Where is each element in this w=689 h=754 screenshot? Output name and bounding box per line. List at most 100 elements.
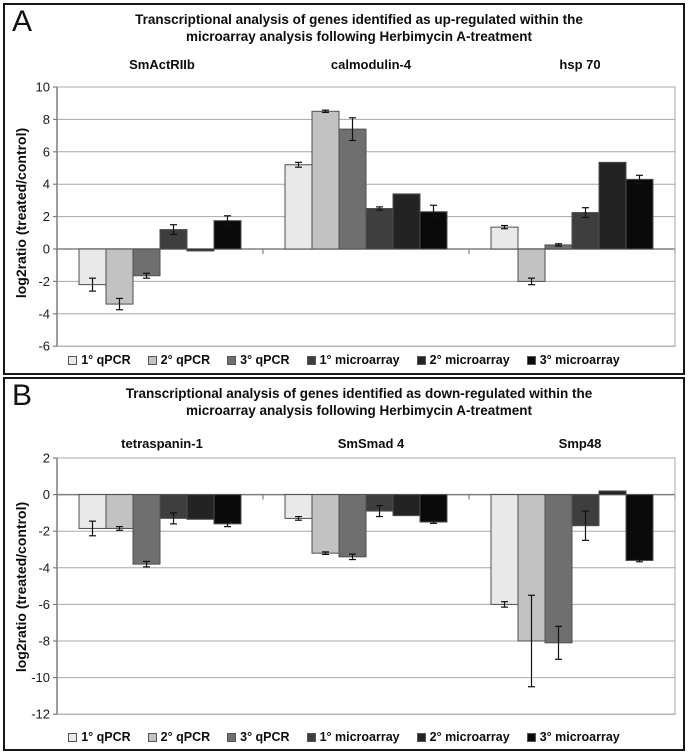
bar [132, 494, 161, 565]
bar [338, 128, 367, 250]
bar [284, 164, 313, 250]
legend-label: 1° qPCR [81, 353, 131, 367]
y-tick-label: -6 [38, 339, 50, 351]
panel-b-title-line2: microarray analysis following Herbimycin… [185, 403, 533, 418]
legend-swatch [306, 355, 316, 365]
legend-item: 1° microarray [306, 730, 400, 744]
gene-label-smp48: Smp48 [558, 436, 602, 451]
panel-a-title-line1: Transcriptional analysis of genes identi… [135, 12, 583, 27]
panel-a-legend: 1° qPCR 2° qPCR 3° qPCR 1° microarray 2° mic… [5, 353, 683, 367]
bar [338, 494, 367, 558]
bar [213, 494, 242, 525]
legend-label: 3° microarray [539, 353, 620, 367]
legend-item: 3° qPCR [227, 353, 290, 367]
y-tick-label: -4 [38, 306, 50, 321]
legend-label: 3° qPCR [240, 730, 290, 744]
legend-swatch [227, 732, 237, 742]
legend-label: 2° microarray [429, 353, 510, 367]
panel-a-gene-labels: SmActRIIb calmodulin-4 hsp 70 [5, 57, 683, 73]
bar [544, 494, 573, 644]
legend-label: 3° microarray [539, 730, 620, 744]
bar [571, 212, 600, 250]
y-tick-label: -6 [38, 597, 50, 612]
panel-b-letter: B [12, 379, 33, 412]
legend-label: 2° qPCR [160, 730, 211, 744]
panel-b-legend: 1° qPCR 2° qPCR 3° qPCR 1° microarray 2° mic… [5, 730, 683, 744]
y-tick-label: 2 [43, 451, 50, 466]
bar [490, 494, 519, 605]
legend-label: 3° qPCR [240, 353, 290, 367]
legend-item: 1° microarray [306, 353, 400, 367]
gene-label-smactriib: SmActRIIb [129, 57, 195, 72]
bar [132, 248, 161, 277]
legend-item: 3° microarray [526, 730, 620, 744]
bar [186, 248, 215, 252]
panel-b-bar-chart: 2 0 -2 -4 -6 -8 -10 -12 [31, 451, 676, 722]
panel-a-letter: A [12, 5, 33, 38]
legend-swatch [526, 732, 536, 742]
bar [365, 208, 394, 250]
legend-item: 3° microarray [526, 353, 620, 367]
bar [598, 490, 627, 496]
legend-label: 1° microarray [319, 353, 400, 367]
legend-swatch [68, 355, 78, 365]
panel-b-title-line1: Transcriptional analysis of genes identi… [125, 386, 593, 401]
panel-b-gene-labels: tetraspanin-1 SmSmad 4 Smp48 [5, 436, 683, 452]
panel-a: A Transcriptional analysis of genes iden… [3, 3, 685, 375]
y-tick-label: 8 [43, 112, 50, 127]
legend-swatch [526, 355, 536, 365]
panel-a-title-line2: microarray analysis following Herbimycin… [185, 29, 533, 44]
bar [517, 248, 546, 282]
legend-swatch [227, 355, 237, 365]
panel-b-title: Transcriptional analysis of genes identi… [45, 385, 673, 419]
legend-item: 1° qPCR [68, 353, 131, 367]
legend-item: 1° qPCR [68, 730, 131, 744]
bar [284, 494, 313, 519]
gene-label-tetraspanin1: tetraspanin-1 [121, 436, 203, 451]
bar [625, 494, 654, 561]
y-tick-label: 10 [36, 80, 50, 95]
y-tick-label: -12 [31, 707, 50, 722]
y-tick-label: 0 [43, 242, 50, 257]
y-tick-label: -2 [38, 524, 50, 539]
y-tick-label: 4 [43, 177, 50, 192]
gene-label-calmodulin4: calmodulin-4 [330, 57, 412, 72]
legend-item: 2° qPCR [147, 353, 211, 367]
bar [392, 494, 421, 517]
legend-swatch [306, 732, 316, 742]
bar [490, 226, 519, 250]
legend-swatch [147, 355, 157, 365]
legend-swatch [416, 732, 426, 742]
y-tick-label: -10 [31, 670, 50, 685]
legend-label: 2° microarray [429, 730, 510, 744]
y-tick-label: -2 [38, 274, 50, 289]
y-tick-label: 6 [43, 144, 50, 159]
legend-item: 2° microarray [416, 730, 510, 744]
panel-b: B Transcriptional analysis of genes iden… [3, 377, 685, 751]
legend-swatch [416, 355, 426, 365]
legend-swatch [68, 732, 78, 742]
y-tick-label: -4 [38, 560, 50, 575]
bar [311, 110, 340, 250]
legend-item: 2° microarray [416, 353, 510, 367]
y-tick-label: 2 [43, 209, 50, 224]
bar [419, 494, 448, 523]
bar [105, 494, 134, 529]
panel-a-title: Transcriptional analysis of genes identi… [45, 11, 673, 45]
legend-label: 2° qPCR [160, 353, 211, 367]
gene-label-smsmad4: SmSmad 4 [337, 436, 405, 451]
y-tick-label: -8 [38, 634, 50, 649]
bar [186, 494, 215, 520]
legend-label: 1° microarray [319, 730, 400, 744]
legend-item: 2° qPCR [147, 730, 211, 744]
legend-swatch [147, 732, 157, 742]
panel-a-bar-chart: 10 8 6 4 2 0 -2 -4 -6 [36, 80, 676, 351]
bar [105, 248, 134, 305]
bar [311, 494, 340, 554]
bar [392, 193, 421, 250]
y-tick-label: 0 [43, 487, 50, 502]
gene-label-hsp70: hsp 70 [559, 57, 601, 72]
legend-item: 3° qPCR [227, 730, 290, 744]
bar [625, 178, 654, 250]
